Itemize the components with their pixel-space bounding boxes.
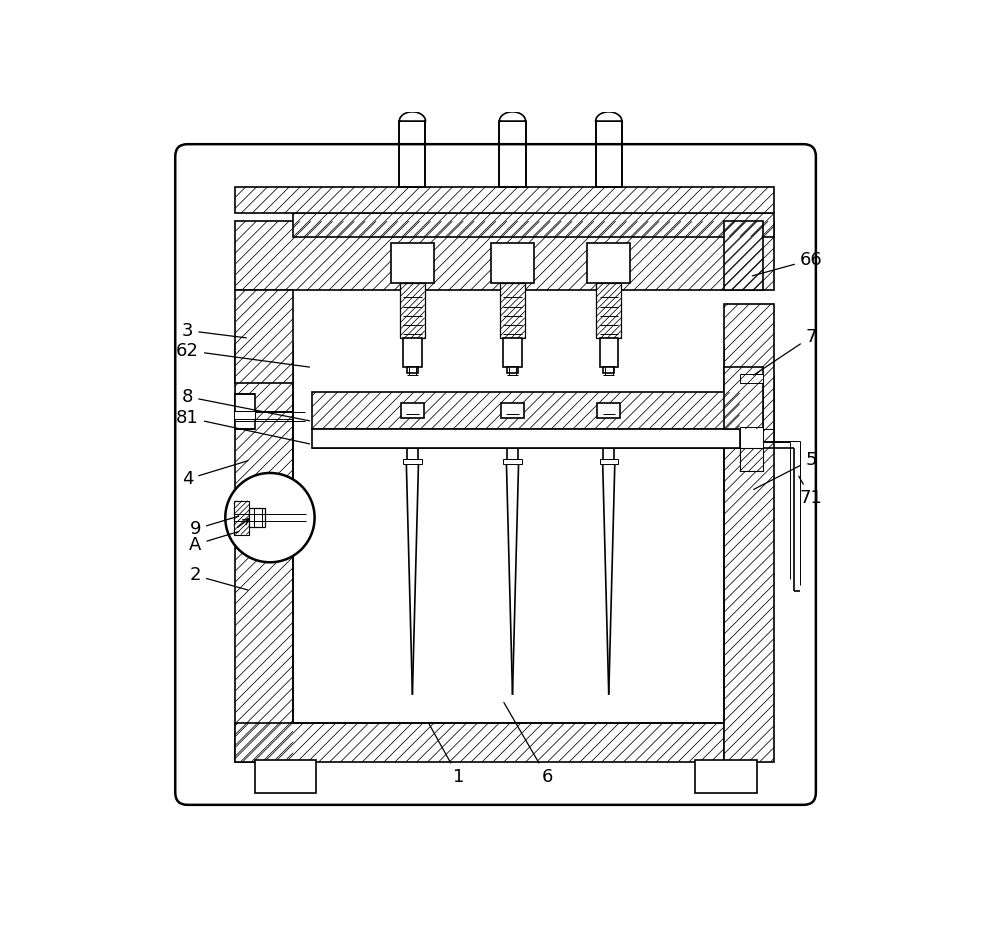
Bar (596, 282, 621, 338)
Bar (507, 366, 518, 373)
Bar (401, 403, 424, 418)
Bar (724, 221, 763, 291)
Text: 8: 8 (182, 388, 310, 421)
Text: 5: 5 (754, 451, 817, 489)
Bar (695, 761, 757, 792)
Bar (600, 459, 618, 464)
Polygon shape (596, 112, 622, 121)
Bar (235, 345, 293, 761)
Bar (724, 367, 763, 429)
Bar (235, 394, 255, 429)
Bar (312, 429, 740, 448)
Bar (235, 291, 293, 383)
Bar (234, 500, 249, 535)
Bar (740, 374, 763, 383)
Bar (603, 366, 614, 373)
Bar (391, 242, 434, 282)
Bar (501, 403, 524, 418)
Text: 7: 7 (754, 328, 817, 376)
Bar (235, 221, 774, 291)
Text: 6: 6 (504, 703, 553, 786)
Bar (597, 403, 620, 418)
Bar (400, 282, 425, 338)
Bar (724, 304, 774, 761)
Bar (234, 411, 255, 419)
Bar (312, 392, 740, 429)
Circle shape (225, 473, 315, 562)
Bar (399, 121, 425, 186)
Text: 1: 1 (429, 724, 464, 786)
Bar (235, 723, 724, 761)
Bar (740, 427, 763, 472)
Bar (500, 282, 525, 338)
Bar (503, 459, 522, 464)
Text: 2: 2 (190, 567, 248, 590)
Polygon shape (499, 112, 526, 121)
Bar (596, 121, 622, 186)
Text: 3: 3 (182, 322, 246, 339)
Bar (255, 761, 316, 792)
Bar (587, 242, 630, 282)
Bar (499, 121, 526, 186)
Text: 66: 66 (752, 251, 823, 276)
Bar (403, 459, 422, 464)
Text: 81: 81 (176, 408, 310, 444)
Text: A: A (189, 531, 239, 554)
Bar (249, 508, 265, 527)
Bar (403, 338, 422, 367)
Bar (407, 366, 418, 373)
Text: 62: 62 (176, 341, 310, 367)
Bar (503, 338, 522, 367)
Bar (235, 186, 774, 213)
Bar (600, 338, 618, 367)
Bar (491, 242, 534, 282)
Text: 9: 9 (190, 516, 239, 538)
Bar (293, 213, 774, 237)
Polygon shape (399, 112, 425, 121)
Text: 4: 4 (182, 460, 248, 488)
Text: 71: 71 (799, 476, 823, 507)
Bar (740, 448, 763, 472)
